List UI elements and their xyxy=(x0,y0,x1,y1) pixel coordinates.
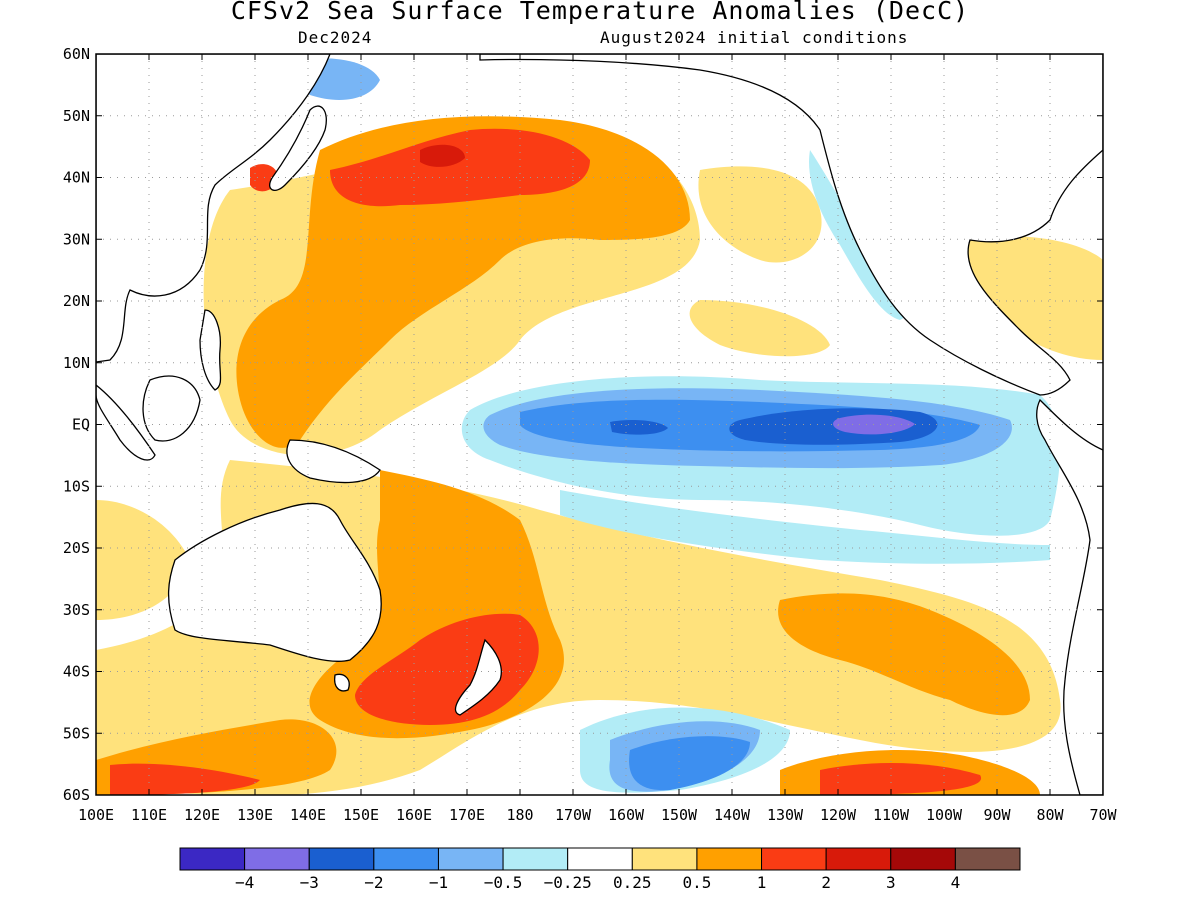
anomaly-yellow-south-indian xyxy=(96,500,190,620)
colorbar-swatch xyxy=(631,847,698,871)
lat-label: 50S xyxy=(63,724,90,742)
lon-label: 90W xyxy=(983,806,1011,824)
lat-label: 20N xyxy=(63,292,90,310)
colorbar-swatch xyxy=(696,847,763,871)
lon-label: 130E xyxy=(237,806,273,824)
anomaly-red-new-zealand xyxy=(355,613,539,725)
colorbar-label: 1 xyxy=(757,873,767,892)
lon-label: 150W xyxy=(661,806,698,824)
colorbar-swatch xyxy=(761,847,827,871)
lat-label: 30N xyxy=(63,230,90,248)
colorbar-label: 3 xyxy=(886,873,896,892)
lat-label: 30S xyxy=(63,601,90,619)
anomaly-purple-core xyxy=(833,414,915,435)
lat-label: 40N xyxy=(63,169,90,187)
lon-label: 100W xyxy=(926,806,963,824)
lon-label: 170E xyxy=(449,806,485,824)
lon-label: 110E xyxy=(131,806,167,824)
lon-label: 80W xyxy=(1036,806,1064,824)
colorbar-label: −1 xyxy=(429,873,448,892)
anomaly-darkblue-west xyxy=(610,420,668,435)
anomaly-yellow-central-north xyxy=(698,166,822,263)
colorbar-swatch xyxy=(179,847,246,871)
colorbar-label: 2 xyxy=(821,873,831,892)
initial-conditions: August2024 initial conditions xyxy=(600,28,909,47)
lat-label: 50N xyxy=(63,107,90,125)
land-asia xyxy=(96,54,331,363)
colorbar-swatch xyxy=(567,847,633,871)
lat-label: 10S xyxy=(63,477,90,495)
land-borneo xyxy=(142,375,201,442)
land-japan xyxy=(269,105,327,191)
colorbar-swatch xyxy=(890,847,956,871)
landmasses xyxy=(96,54,1103,795)
anomaly-lightblue-southeast xyxy=(560,490,1050,564)
colorbar-label: −2 xyxy=(364,873,383,892)
lat-label: 20S xyxy=(63,539,90,557)
anomaly-orange-southeast-pacific xyxy=(778,593,1030,716)
lat-label: 60N xyxy=(63,45,90,63)
lon-label: 150E xyxy=(343,806,379,824)
anomaly-red-southern xyxy=(110,763,260,795)
lon-label: 140E xyxy=(290,806,326,824)
colorbar-label: −4 xyxy=(235,873,254,892)
colorbar-label: 4 xyxy=(951,873,961,892)
colorbar-swatch xyxy=(502,847,569,871)
colorbar-label: −0.5 xyxy=(484,873,523,892)
land-south-america xyxy=(1036,398,1103,795)
anomaly-yellow-mexico xyxy=(956,236,1103,360)
lat-label: EQ xyxy=(72,416,90,434)
land-sumatra xyxy=(96,384,156,461)
lon-label: 140W xyxy=(714,806,751,824)
lon-label: 110W xyxy=(873,806,910,824)
colorbar-swatch xyxy=(954,847,1021,871)
anomaly-field xyxy=(96,54,1103,795)
land-tasmania xyxy=(334,673,350,692)
lon-label: 170W xyxy=(555,806,592,824)
lon-label: 160E xyxy=(396,806,432,824)
colorbar-label: −3 xyxy=(300,873,319,892)
land-north-america xyxy=(479,54,1103,396)
anomaly-darkred-kuroshio xyxy=(420,144,465,167)
lon-label: 70W xyxy=(1089,806,1117,824)
lat-label: 60S xyxy=(63,786,90,804)
colorbar-swatch xyxy=(437,847,504,871)
lon-label: 120W xyxy=(820,806,857,824)
colorbar-label: 0.5 xyxy=(682,873,711,892)
lon-label: 120E xyxy=(184,806,220,824)
anomaly-red-north-pacific xyxy=(330,128,590,207)
lon-label: 100E xyxy=(78,806,114,824)
lon-label: 160W xyxy=(608,806,645,824)
axis-ticks: 60N 50N 40N 30N 20N 10N EQ 10S 20S 30S 40S 50S 60S 10… xyxy=(63,45,1118,824)
colorbar-swatch xyxy=(244,847,310,871)
colorbar-label: −0.25 xyxy=(544,873,592,892)
land-new-guinea xyxy=(286,439,381,484)
lon-label: 180 xyxy=(506,806,533,824)
colorbar-swatch xyxy=(825,847,892,871)
colorbar-swatch xyxy=(308,847,375,871)
lon-label: 130W xyxy=(767,806,804,824)
anomaly-yellow-east-north xyxy=(689,300,830,357)
land-australia xyxy=(167,502,382,662)
forecast-month: Dec2024 xyxy=(298,28,373,47)
colorbar-label: 0.25 xyxy=(613,873,652,892)
land-new-zealand xyxy=(454,638,502,716)
land-philippines xyxy=(199,309,222,391)
colorbar: −4 −3 −2 −1 −0.5 −0.25 0.25 0.5 1 2 3 4 xyxy=(179,847,1021,892)
anomaly-medblue-southern xyxy=(629,736,750,791)
colorbar-swatch xyxy=(373,847,439,871)
anomaly-red-far-south-east xyxy=(820,763,982,795)
lat-label: 40S xyxy=(63,663,90,681)
map-title: CFSv2 Sea Surface Temperature Anomalies … xyxy=(230,0,970,25)
lat-label: 10N xyxy=(63,354,90,372)
